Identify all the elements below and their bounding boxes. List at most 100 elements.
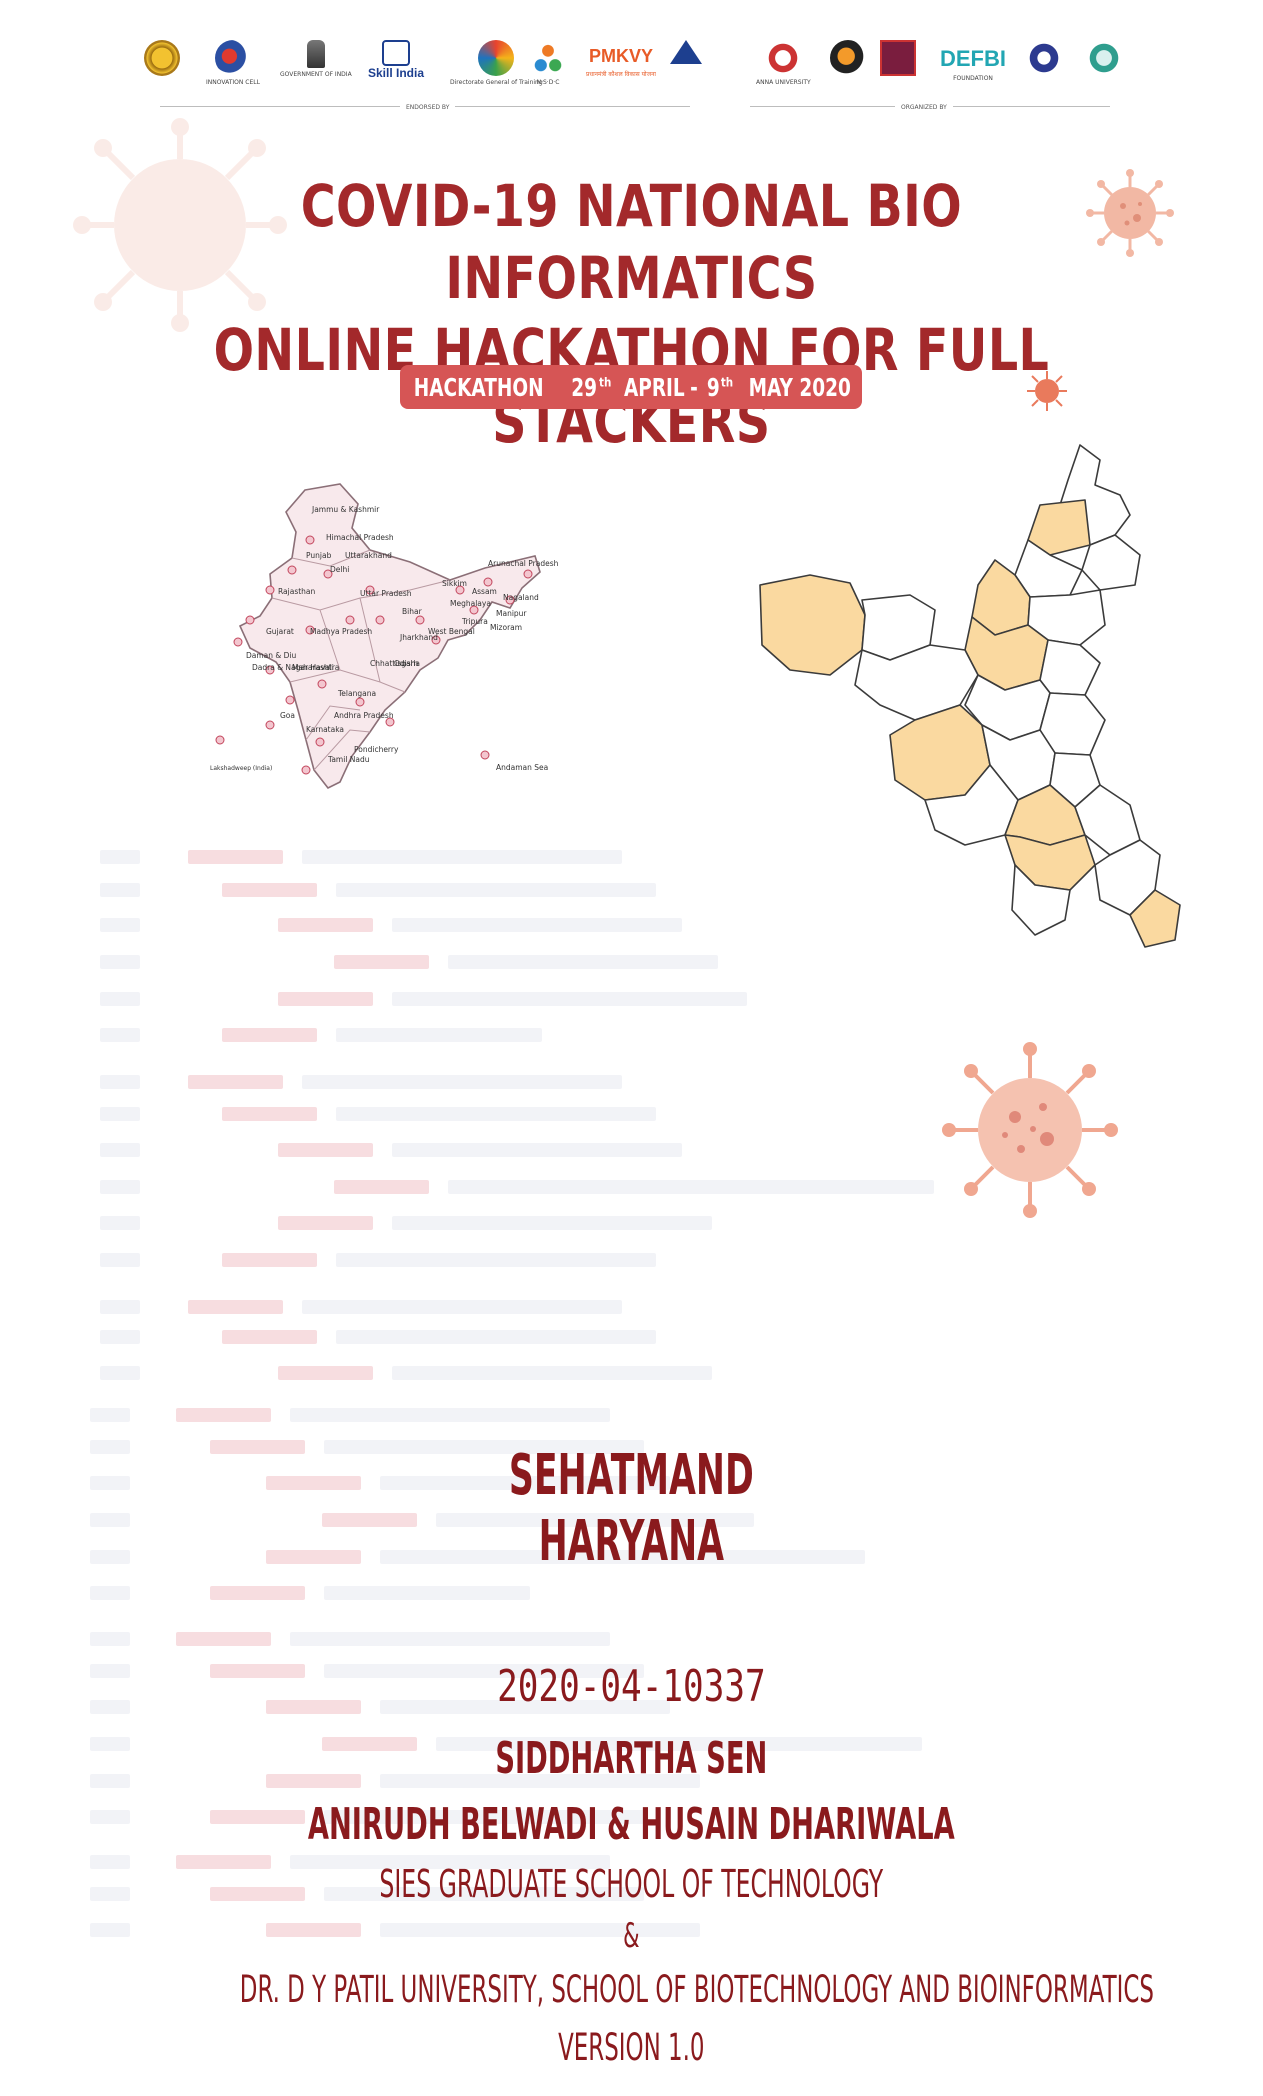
code-stripe	[324, 1887, 644, 1901]
pmkvy-logo: PMKVY प्रधानमंत्री कौशल विकास योजना	[586, 46, 656, 78]
india-label-chhattisgarh: Chhattisgarh	[370, 659, 419, 668]
code-stripe	[90, 1774, 130, 1788]
code-stripe	[392, 1366, 712, 1380]
india-label-dadra: Dadra & Nagar Havali	[252, 663, 334, 672]
event-end-month: MAY 2020	[748, 372, 851, 402]
code-stripe	[392, 992, 747, 1006]
nsdc-logo: N·S·D·C	[530, 40, 566, 86]
project-name-line-2: HARYANA	[538, 1509, 724, 1574]
india-label-uttarakhand: Uttarakhand	[345, 551, 392, 560]
code-stripe	[336, 1253, 656, 1267]
event-end-day: 9	[706, 372, 720, 402]
coauthor-names: ANIRUDH BELWADI & HUSAIN DHARIWALA	[307, 1799, 955, 1850]
code-stripe	[90, 1408, 130, 1422]
author-name: SIDDHARTHA SEN	[495, 1733, 768, 1784]
event-label: HACKATHON	[413, 372, 544, 402]
code-stripe	[100, 883, 140, 897]
code-stripe	[176, 1408, 271, 1422]
code-stripe	[222, 1028, 317, 1042]
code-stripe	[278, 918, 373, 932]
haryana-district-map	[759, 444, 1181, 948]
code-stripe	[90, 1737, 130, 1751]
district-panipat	[1039, 639, 1101, 696]
code-stripe	[188, 1075, 283, 1089]
district-ambala	[1027, 499, 1091, 556]
code-stripe	[100, 1253, 140, 1267]
code-stripe	[90, 1440, 130, 1454]
district-palwal	[1094, 839, 1161, 916]
india-label-karnataka: Karnataka	[306, 725, 344, 734]
district-mewat	[1011, 864, 1071, 936]
code-stripe	[336, 1330, 656, 1344]
india-label-wb: West Bengal	[428, 627, 475, 636]
india-label-up: Uttar Pradesh	[360, 589, 412, 598]
skill-india-logo: Skill India	[368, 40, 424, 80]
india-label-andaman: Andaman Sea	[496, 763, 548, 772]
project-name-line-1: SEHATMAND	[508, 1443, 754, 1508]
institution-1: SIES GRADUATE SCHOOL OF TECHNOLOGY	[379, 1862, 884, 1906]
india-label-mizoram: Mizoram	[490, 623, 522, 632]
india-label-pondicherry: Pondicherry	[354, 745, 399, 754]
code-stripe	[278, 1216, 373, 1230]
india-label-sikkim: Sikkim	[442, 579, 467, 588]
code-stripe	[266, 1476, 361, 1490]
india-label-nagaland: Nagaland	[503, 593, 539, 602]
code-stripe	[380, 1550, 865, 1564]
district-hodal	[1129, 889, 1181, 948]
project-id: 2020-04-10337	[497, 1661, 766, 1712]
code-stripe	[448, 1180, 934, 1194]
india-label-hp: Himachal Pradesh	[326, 533, 394, 542]
virus-icon-tiny	[1027, 371, 1067, 411]
code-stripe	[90, 1513, 130, 1527]
code-stripe	[100, 918, 140, 932]
event-end-sup: th	[720, 375, 733, 390]
india-label-rajasthan: Rajasthan	[278, 587, 316, 596]
india-label-ap: Andhra Pradesh	[334, 711, 394, 720]
code-stripe	[266, 1774, 361, 1788]
code-stripe	[90, 1923, 130, 1937]
code-stripe	[392, 1143, 682, 1157]
code-stripe	[90, 1664, 130, 1678]
code-stripe	[266, 1700, 361, 1714]
code-stripe	[100, 1216, 140, 1230]
code-stripe	[436, 1737, 922, 1751]
code-stripe	[100, 850, 140, 864]
defbi-logo: DEFBI FOUNDATION	[940, 46, 1006, 82]
india-label-delhi: Delhi	[330, 565, 349, 574]
india-label-bihar: Bihar	[402, 607, 423, 616]
district-sirsa	[759, 574, 866, 676]
code-stripe	[222, 1330, 317, 1344]
india-label-odisha: Odisha	[394, 659, 420, 668]
code-stripe	[334, 1180, 429, 1194]
code-stripe	[90, 1855, 130, 1869]
code-stripe	[90, 1586, 130, 1600]
code-stripe	[392, 918, 682, 932]
version-label: VERSION 1.0	[558, 2026, 705, 2069]
code-stripe	[436, 1513, 754, 1527]
india-label-punjab: Punjab	[306, 551, 332, 560]
anna-university-logo: ANNA UNIVERSITY	[756, 40, 811, 86]
code-stripe	[100, 1300, 140, 1314]
code-stripe	[210, 1440, 305, 1454]
code-stripe	[324, 1810, 644, 1824]
organized-label: ORGANIZED BY	[895, 104, 953, 111]
india-label-arunachal: Arunachal Pradesh	[488, 559, 559, 568]
district-hisar	[854, 644, 979, 721]
organizer-logo-2	[830, 40, 866, 76]
code-stripe	[100, 1028, 140, 1042]
event-start-sup: th	[598, 375, 611, 390]
code-stripe	[302, 1300, 622, 1314]
ampersand: &	[623, 1916, 640, 1956]
event-start-day: 29	[570, 372, 597, 402]
aicte-logo	[144, 40, 180, 76]
india-label-goa: Goa	[280, 711, 295, 720]
code-stripe	[100, 955, 140, 969]
india-label-manipur: Manipur	[496, 609, 527, 618]
code-stripe	[380, 1774, 700, 1788]
code-stripe	[210, 1887, 305, 1901]
india-label-maharashtra: Maharashtra	[292, 663, 339, 672]
india-label-assam: Assam	[472, 587, 497, 596]
india-label-gujarat: Gujarat	[266, 627, 294, 636]
india-label-jk: Jammu & Kashmir	[311, 505, 380, 514]
code-stripe	[222, 1253, 317, 1267]
